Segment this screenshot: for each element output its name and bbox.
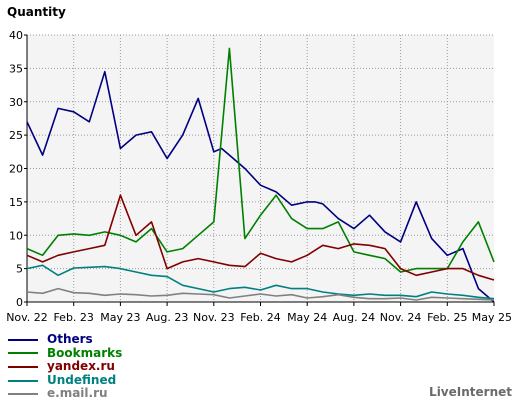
brand-label: LiveInternet	[429, 385, 512, 399]
y-tick-label: 0	[16, 296, 23, 309]
series-line-yandex-ru	[26, 194, 495, 281]
series-line-bookmarks	[26, 47, 495, 273]
series-lines	[26, 47, 495, 303]
legend-item: Undefined	[8, 372, 122, 388]
y-tick-label: 20	[9, 163, 23, 176]
x-tick-label: Nov. 23	[193, 311, 235, 324]
series-line-e-mail-ru	[26, 287, 495, 301]
line-chart: 0 5 10 15 20 25 30 35 40 Nov. 22 Feb. 23 May 23 Aug.…	[6, 5, 512, 324]
legend-item: yandex.ru	[8, 360, 122, 374]
legend-swatch	[8, 365, 38, 368]
legend-swatch	[8, 338, 38, 341]
series-line-others	[26, 70, 495, 303]
legend-swatch	[8, 352, 38, 355]
legend-item: Bookmarks	[8, 345, 123, 361]
axes: 0 5 10 15 20 25 30 35 40 Nov. 22 Feb. 23 May 23 Aug.…	[6, 29, 512, 324]
legend-swatch	[8, 379, 38, 382]
legend-label: Others	[47, 332, 93, 346]
x-tick-label: May 25	[472, 311, 512, 324]
x-tick-label: May 23	[100, 311, 140, 324]
x-tick-label: Nov. 24	[380, 311, 422, 324]
x-tick-label: Nov. 22	[6, 311, 48, 324]
y-tick-label: 10	[9, 229, 23, 242]
y-tick-label: 5	[16, 263, 23, 276]
y-tick-label: 25	[9, 129, 23, 142]
x-tick-label: Feb. 24	[240, 311, 280, 324]
y-tick-label: 15	[9, 196, 23, 209]
legend-item: e.mail.ru	[8, 387, 122, 401]
grid	[27, 34, 494, 302]
x-tick-label: Aug. 23	[146, 311, 188, 324]
legend-label: yandex.ru	[47, 359, 115, 374]
legend-label: Bookmarks	[47, 345, 123, 360]
x-tick-label: Feb. 25	[427, 311, 467, 324]
legend-label: Undefined	[47, 372, 117, 387]
x-tick-label: Aug. 24	[333, 311, 375, 324]
legend-label: e.mail.ru	[47, 386, 108, 401]
legend: Others Bookmarks yandex.ru Undefined e.mail.…	[8, 332, 123, 401]
y-tick-label: 40	[9, 29, 23, 42]
x-tick-label: Feb. 23	[53, 311, 93, 324]
y-tick-label: 30	[9, 96, 23, 109]
x-tick-label: May 24	[287, 311, 327, 324]
y-tick-label: 35	[9, 62, 23, 75]
legend-item: Others	[8, 332, 122, 347]
series-line-undefined	[26, 264, 495, 300]
chart-title: Quantity	[7, 5, 66, 19]
legend-swatch	[8, 393, 38, 396]
